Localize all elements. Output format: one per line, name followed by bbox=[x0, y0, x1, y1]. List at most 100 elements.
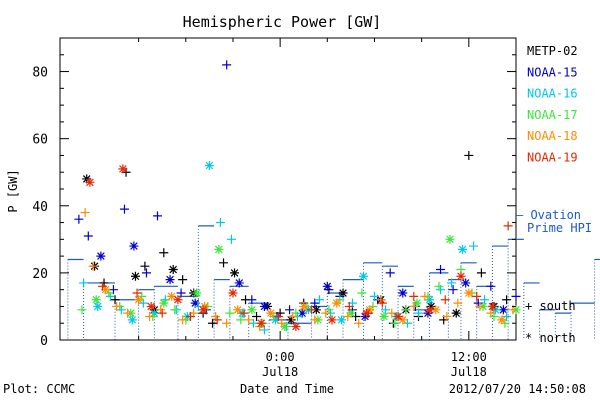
point-noaa-19 bbox=[425, 305, 435, 315]
point-noaa-19 bbox=[198, 305, 208, 315]
point-noaa-18 bbox=[222, 318, 232, 328]
point-noaa-18 bbox=[112, 301, 122, 311]
point-noaa-19 bbox=[239, 308, 249, 318]
legend-ovation-line1: — Ovation bbox=[516, 208, 581, 222]
plot-credit: Plot: CCMC bbox=[3, 382, 76, 396]
point-noaa-15 bbox=[448, 285, 458, 295]
point-metp-02 bbox=[351, 312, 361, 322]
point-noaa-16 bbox=[458, 244, 468, 254]
point-noaa-16 bbox=[380, 305, 390, 315]
ovation-hpi-line bbox=[67, 225, 600, 340]
point-noaa-16 bbox=[358, 271, 368, 281]
point-noaa-15 bbox=[222, 60, 232, 70]
point-noaa-16 bbox=[248, 318, 258, 328]
point-noaa-16 bbox=[79, 278, 89, 288]
point-noaa-16 bbox=[259, 325, 269, 335]
point-noaa-19 bbox=[487, 301, 497, 311]
point-metp-02 bbox=[110, 295, 120, 305]
point-noaa-18 bbox=[354, 318, 364, 328]
point-noaa-15 bbox=[322, 281, 332, 291]
timestamp: 2012/07/20 14:50:08 bbox=[448, 382, 586, 396]
point-noaa-19 bbox=[157, 308, 167, 318]
point-noaa-18 bbox=[288, 312, 298, 322]
point-noaa-15 bbox=[486, 281, 496, 291]
point-noaa-17 bbox=[390, 318, 400, 328]
point-noaa-17 bbox=[280, 322, 290, 332]
point-noaa-18 bbox=[233, 305, 243, 315]
legend-entry: NOAA-18 bbox=[527, 129, 578, 143]
point-noaa-16 bbox=[204, 161, 214, 171]
point-noaa-16 bbox=[480, 295, 490, 305]
point-noaa-15 bbox=[461, 278, 471, 288]
point-noaa-19 bbox=[97, 281, 107, 291]
y-axis-label: P [GW] bbox=[6, 169, 20, 212]
point-noaa-16 bbox=[93, 301, 103, 311]
point-noaa-18 bbox=[266, 308, 276, 318]
point-noaa-18 bbox=[321, 308, 331, 318]
point-noaa-16 bbox=[215, 218, 225, 228]
point-noaa-16 bbox=[447, 278, 457, 288]
point-noaa-15 bbox=[247, 295, 257, 305]
x-tick-label-date: Jul18 bbox=[262, 365, 298, 379]
point-noaa-17 bbox=[77, 305, 87, 315]
point-metp-02 bbox=[426, 301, 436, 311]
point-metp-02 bbox=[208, 318, 218, 328]
point-metp-02 bbox=[130, 271, 140, 281]
point-noaa-15 bbox=[511, 291, 521, 301]
point-noaa-15 bbox=[119, 204, 129, 214]
point-noaa-15 bbox=[385, 268, 395, 278]
legend: METP-02 NOAA-15 NOAA-16 NOAA-17 NOAA-18 NOAA-… bbox=[516, 44, 592, 345]
point-noaa-18 bbox=[310, 315, 320, 325]
point-noaa-19 bbox=[146, 301, 156, 311]
point-noaa-18 bbox=[453, 298, 463, 308]
point-noaa-16 bbox=[414, 308, 424, 318]
point-noaa-19 bbox=[228, 288, 238, 298]
point-noaa-18 bbox=[145, 312, 155, 322]
y-tick-label: 0 bbox=[40, 334, 48, 349]
point-noaa-18 bbox=[167, 291, 177, 301]
point-noaa-19 bbox=[440, 295, 450, 305]
point-noaa-19 bbox=[118, 164, 128, 174]
point-noaa-15 bbox=[165, 275, 175, 285]
point-noaa-15 bbox=[96, 251, 106, 261]
point-noaa-15 bbox=[190, 298, 200, 308]
point-noaa-16 bbox=[502, 312, 512, 322]
point-noaa-19 bbox=[274, 312, 284, 322]
point-metp-02 bbox=[159, 248, 169, 258]
point-noaa-16 bbox=[226, 234, 236, 244]
point-metp-02 bbox=[338, 288, 348, 298]
point-noaa-18 bbox=[431, 305, 441, 315]
point-metp-02 bbox=[140, 261, 150, 271]
point-noaa-19 bbox=[85, 177, 95, 187]
point-noaa-15 bbox=[129, 241, 139, 251]
point-noaa-15 bbox=[176, 288, 186, 298]
point-metp-02 bbox=[168, 265, 178, 275]
point-noaa-17 bbox=[346, 308, 356, 318]
point-noaa-18 bbox=[178, 315, 188, 325]
point-noaa-15 bbox=[152, 211, 162, 221]
point-noaa-18 bbox=[464, 288, 474, 298]
point-noaa-17 bbox=[225, 308, 235, 318]
point-noaa-19 bbox=[291, 322, 301, 332]
point-noaa-15 bbox=[259, 301, 269, 311]
point-noaa-17 bbox=[401, 305, 411, 315]
point-noaa-18 bbox=[398, 315, 408, 325]
point-noaa-16 bbox=[149, 308, 159, 318]
point-metp-02 bbox=[311, 305, 321, 315]
point-noaa-18 bbox=[88, 261, 98, 271]
point-noaa-15 bbox=[297, 308, 307, 318]
x-axis-label: Date and Time bbox=[240, 382, 334, 396]
data-points bbox=[74, 60, 521, 335]
y-tick-label: 80 bbox=[32, 66, 48, 81]
legend-south-marker: + south bbox=[525, 299, 576, 313]
point-noaa-16 bbox=[469, 241, 479, 251]
legend-entry: NOAA-17 bbox=[527, 108, 578, 122]
legend-entry: NOAA-15 bbox=[527, 65, 578, 79]
y-tick-label: 20 bbox=[32, 267, 48, 282]
point-noaa-19 bbox=[377, 298, 387, 308]
point-noaa-18 bbox=[244, 315, 254, 325]
point-noaa-18 bbox=[420, 291, 430, 301]
legend-north-marker: * north bbox=[525, 331, 576, 345]
point-noaa-16 bbox=[314, 295, 324, 305]
